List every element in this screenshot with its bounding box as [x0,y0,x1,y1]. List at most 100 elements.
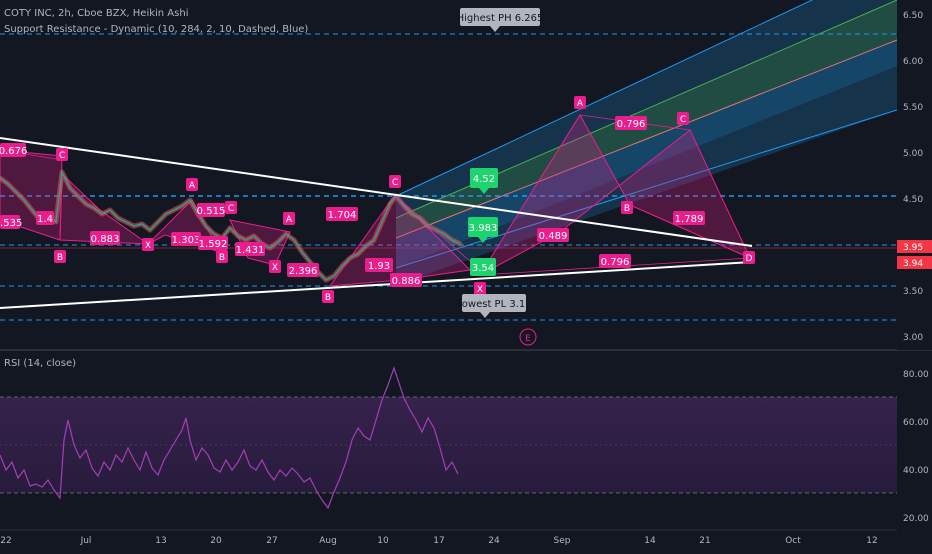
point-label[interactable] [142,238,154,251]
rsi-axis[interactable]: 80.00 60.00 40.00 20.00 [897,351,932,530]
ratio-label[interactable] [673,211,705,225]
highest-ph-text: Highest PH 6.265 [457,13,544,24]
rsi-tick: 80.00 [903,370,929,380]
rsi-tick: 40.00 [903,466,929,476]
point-label[interactable] [216,250,228,263]
ratio-label-text: 0.489 [539,231,568,242]
target-label-1-text: 4.52 [473,174,495,185]
ratio-label[interactable] [537,228,569,242]
point-label[interactable] [677,112,689,125]
point-label[interactable] [389,175,401,188]
ratio-label[interactable] [90,231,120,245]
price-axis[interactable]: 6.50 6.00 5.50 5.00 4.50 3.50 3.00 3.95 … [897,0,932,350]
ratio-label[interactable] [0,143,26,157]
point-label[interactable] [186,178,198,191]
ratio-label-text: 1.303 [172,235,201,246]
ratio-label-text: 0.883 [91,234,120,245]
point-label-text: X [272,263,278,273]
point-label[interactable] [225,201,237,214]
ratio-label[interactable] [599,254,631,268]
ratio-label[interactable] [365,258,393,272]
ratio-label-text: 0.535 [0,218,22,229]
point-label-text: B [57,253,63,263]
point-label[interactable] [283,212,295,225]
symbol-title[interactable]: COTY INC, 2h, Cboe BZX, Heikin Ashi [4,8,189,19]
price-tick: 5.50 [903,103,923,113]
price-tick: 4.50 [903,195,923,205]
target-label-3[interactable] [470,258,496,276]
rsi-title[interactable]: RSI (14, close) [4,358,77,369]
time-tick: Oct [785,536,801,546]
ratio-label[interactable] [171,232,201,246]
ratio-label-text: 1.93 [368,261,390,272]
time-tick: 14 [644,536,656,546]
current-price-tag[interactable] [897,240,932,253]
point-label-text: C [59,151,65,161]
target-label-1[interactable] [470,168,498,188]
ratio-label[interactable] [0,215,20,229]
point-label[interactable] [574,96,586,109]
point-label-text: C [228,204,234,214]
lowest-pl-callout[interactable]: Lowest PL 3.17 [456,294,532,318]
time-tick: 27 [266,536,277,546]
point-label[interactable] [269,260,281,273]
point-label[interactable] [56,148,68,161]
price-tick: 3.50 [903,287,923,297]
point-label[interactable] [519,328,537,346]
ratio-label-text: 1.431 [236,245,265,256]
point-label[interactable] [743,251,755,264]
rsi-tick: 60.00 [903,418,929,428]
ratio-label-text: 0.886 [392,276,421,287]
ratio-labels[interactable]: 0.676 0.535 1.4 0.883 0.515 1.303 1.592 … [0,116,705,287]
point-label-text: D [746,254,753,264]
pivot-price-text: 3.94 [903,259,923,269]
target-label-3-text: 3.54 [472,263,494,274]
point-label[interactable] [322,290,334,303]
indicator-title[interactable]: Support Resistance - Dynamic (10, 284, 2… [4,24,309,35]
point-label[interactable] [621,201,633,214]
rsi-tick: 20.00 [903,514,929,524]
main-pane[interactable] [0,0,897,350]
ratio-label-text: 0.796 [601,257,630,268]
time-tick: 21 [699,536,710,546]
point-label-text: C [680,115,686,125]
point-label[interactable] [54,250,66,263]
ratio-label[interactable] [326,207,358,221]
rsi-pane[interactable] [0,366,897,510]
point-label-text: X [477,285,483,295]
current-price-text: 3.95 [903,243,923,253]
rsi-band [0,397,897,493]
ratio-label-text: 1.789 [675,214,704,225]
point-label-text: B [325,293,331,303]
time-axis[interactable]: 22 Jul 13 20 27 Aug 10 17 24 Sep 14 21 O… [0,529,932,550]
point-label-text: B [624,204,630,214]
ratio-label[interactable] [615,116,647,130]
ratio-label-text: 0.676 [0,146,27,157]
highest-ph-callout[interactable]: Highest PH 6.265 [457,8,544,32]
lowest-pl-text: Lowest PL 3.17 [456,299,531,310]
target-label-2[interactable] [468,217,498,237]
ratio-label[interactable] [235,242,265,256]
ratio-label[interactable] [36,211,54,225]
pattern-point-labels[interactable]: C B A C B X A X B C X A C B D E [54,96,755,346]
pivot-price-tag[interactable] [897,256,932,269]
ratio-label[interactable] [197,203,225,217]
ratio-label-text: 1.704 [328,210,357,221]
ratio-label[interactable] [287,263,319,277]
target-labels[interactable]: 4.52 3.983 3.54 [468,168,498,276]
time-tick: 20 [210,536,222,546]
ratio-label[interactable] [198,236,228,250]
price-tick: 6.00 [903,57,923,67]
time-tick: Jul [80,536,92,546]
rsi-line[interactable] [0,366,459,510]
point-label-text: E [525,334,531,344]
time-tick: 13 [155,536,166,546]
triangle-trendlines[interactable] [0,137,753,309]
point-label-text: A [577,99,584,109]
point-label[interactable] [474,282,486,295]
ratio-label-text: 1.592 [199,239,228,250]
candlestick-series[interactable] [0,169,463,283]
ratio-label[interactable] [390,273,422,287]
